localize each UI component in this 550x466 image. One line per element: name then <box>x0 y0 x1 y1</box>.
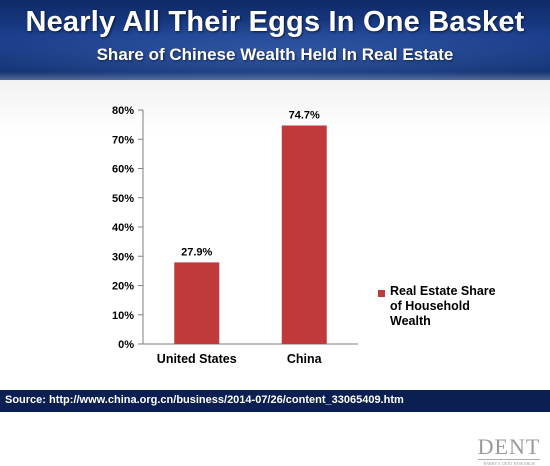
y-tick-label: 40% <box>112 222 134 234</box>
y-tick-label: 30% <box>112 251 134 263</box>
y-tick-label: 50% <box>112 193 134 205</box>
legend-swatch <box>378 290 385 297</box>
y-tick-label: 80% <box>112 105 134 117</box>
chart-subtitle: Share of Chinese Wealth Held In Real Est… <box>96 45 454 64</box>
logo-rule <box>478 459 540 460</box>
legend-label: Real Estate Share of Household Wealth <box>390 284 496 328</box>
y-tick-label: 0% <box>118 339 134 351</box>
dent-logo: DENT HARRY S. DENT RESEARCH <box>474 436 544 466</box>
chart-title: Nearly All Their Eggs In One Basket <box>25 6 525 38</box>
chart-area: 0% 10% 20% 30% 40% 50% 60% 70% 80% 27.9% United St… <box>0 80 550 466</box>
source-text: Source: http://www.china.org.cn/business… <box>5 394 404 406</box>
logo-tagline: HARRY S. DENT RESEARCH <box>483 461 535 466</box>
y-tick-label: 60% <box>112 164 134 176</box>
data-label: 74.7% <box>289 110 320 122</box>
header-banner: Nearly All Their Eggs In One Basket Shar… <box>0 0 550 80</box>
bar <box>174 262 220 344</box>
y-tick-label: 70% <box>112 134 134 146</box>
y-tick-label: 10% <box>112 310 134 322</box>
x-tick-label: United States <box>157 352 237 366</box>
y-tick-label: 20% <box>112 281 134 293</box>
bar-chart: 0% 10% 20% 30% 40% 50% 60% 70% 80% 27.9% United St… <box>112 105 358 366</box>
footer-bar: Source: http://www.china.org.cn/business… <box>0 390 550 412</box>
bar <box>281 125 327 344</box>
x-tick-label: China <box>287 352 323 366</box>
logo-wordmark: DENT <box>477 434 541 459</box>
data-label: 27.9% <box>181 246 212 258</box>
